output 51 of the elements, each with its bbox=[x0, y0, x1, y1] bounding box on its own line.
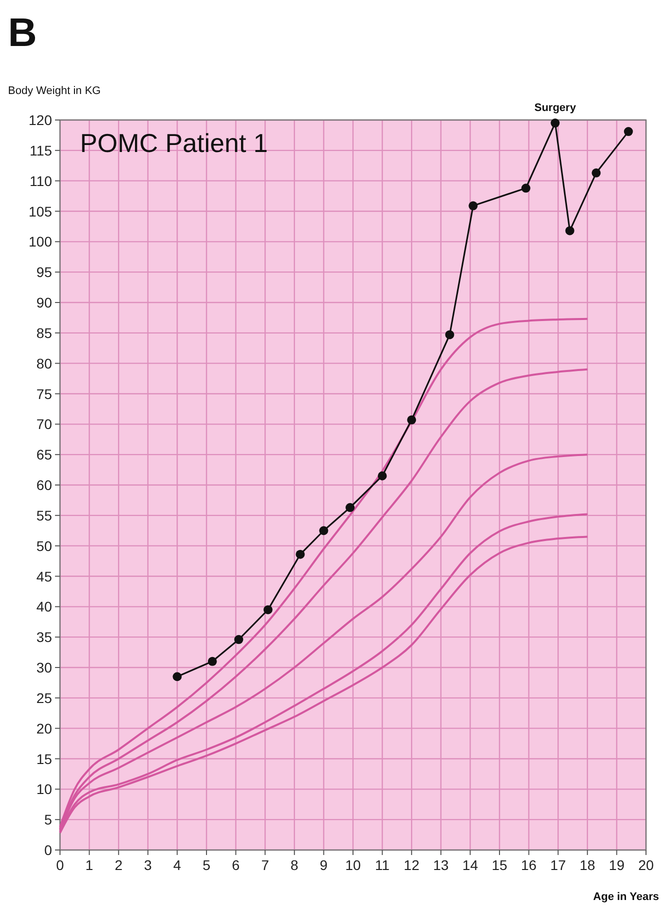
y-tick-label: 65 bbox=[36, 446, 52, 463]
x-tick-label: 12 bbox=[404, 857, 420, 873]
x-tick-label: 18 bbox=[580, 857, 596, 873]
y-tick-label: 10 bbox=[36, 781, 52, 798]
x-tick-label: 11 bbox=[375, 857, 390, 873]
x-tick-label: 5 bbox=[202, 857, 211, 873]
chart-title: POMC Patient 1 bbox=[80, 128, 268, 158]
x-tick-label: 14 bbox=[462, 857, 478, 873]
x-tick-label: 3 bbox=[144, 857, 152, 873]
x-tick-label: 13 bbox=[433, 857, 449, 873]
y-tick-label: 50 bbox=[36, 538, 52, 554]
y-tick-label: 100 bbox=[28, 234, 52, 250]
x-tick-label: 0 bbox=[56, 857, 64, 873]
y-tick-label: 25 bbox=[36, 690, 52, 706]
y-tick-label: 30 bbox=[36, 660, 52, 676]
y-tick-label: 70 bbox=[36, 416, 52, 432]
y-tick-label: 15 bbox=[36, 750, 52, 767]
y-axis-title: Body Weight in KG bbox=[8, 85, 101, 97]
y-tick-label: 90 bbox=[36, 294, 52, 310]
text: B bbox=[8, 11, 37, 55]
y-tick-label: 35 bbox=[36, 629, 52, 646]
y-tick-label: 60 bbox=[36, 477, 52, 493]
y-tick-label: 20 bbox=[36, 720, 52, 736]
x-tick-label: 15 bbox=[492, 857, 508, 873]
y-tick-label: 80 bbox=[36, 355, 52, 372]
x-axis-title: Age in Years bbox=[593, 891, 659, 903]
y-tick-label: 110 bbox=[30, 172, 52, 189]
y-tick-label: 5 bbox=[44, 812, 52, 828]
x-tick-label: 8 bbox=[290, 857, 298, 873]
y-tick-label: 75 bbox=[36, 386, 52, 402]
x-tick-label: 17 bbox=[550, 857, 566, 873]
y-tick-label: 120 bbox=[28, 112, 52, 128]
annotation: Surgery bbox=[534, 102, 577, 114]
y-tick-label: 0 bbox=[44, 842, 52, 858]
x-tick-label: 10 bbox=[345, 857, 361, 873]
x-tick-label: 1 bbox=[85, 857, 94, 873]
x-tick-label: 16 bbox=[521, 857, 537, 873]
x-tick-label: 7 bbox=[261, 857, 270, 873]
x-tick-label: 19 bbox=[608, 857, 625, 873]
x-tick-label: 20 bbox=[638, 857, 654, 873]
x-tick-label: 6 bbox=[232, 857, 240, 873]
x-tick-label: 2 bbox=[114, 857, 123, 873]
y-tick-label: 95 bbox=[36, 264, 52, 280]
y-tick-label: 105 bbox=[28, 203, 52, 220]
y-tick-label: 40 bbox=[36, 598, 52, 615]
y-tick-label: 85 bbox=[36, 324, 52, 341]
x-tick-label: 9 bbox=[320, 857, 328, 873]
x-tick-label: 4 bbox=[173, 857, 182, 873]
y-tick-label: 115 bbox=[30, 142, 52, 158]
y-tick-label: 55 bbox=[36, 507, 52, 524]
y-tick-label: 45 bbox=[36, 568, 52, 584]
